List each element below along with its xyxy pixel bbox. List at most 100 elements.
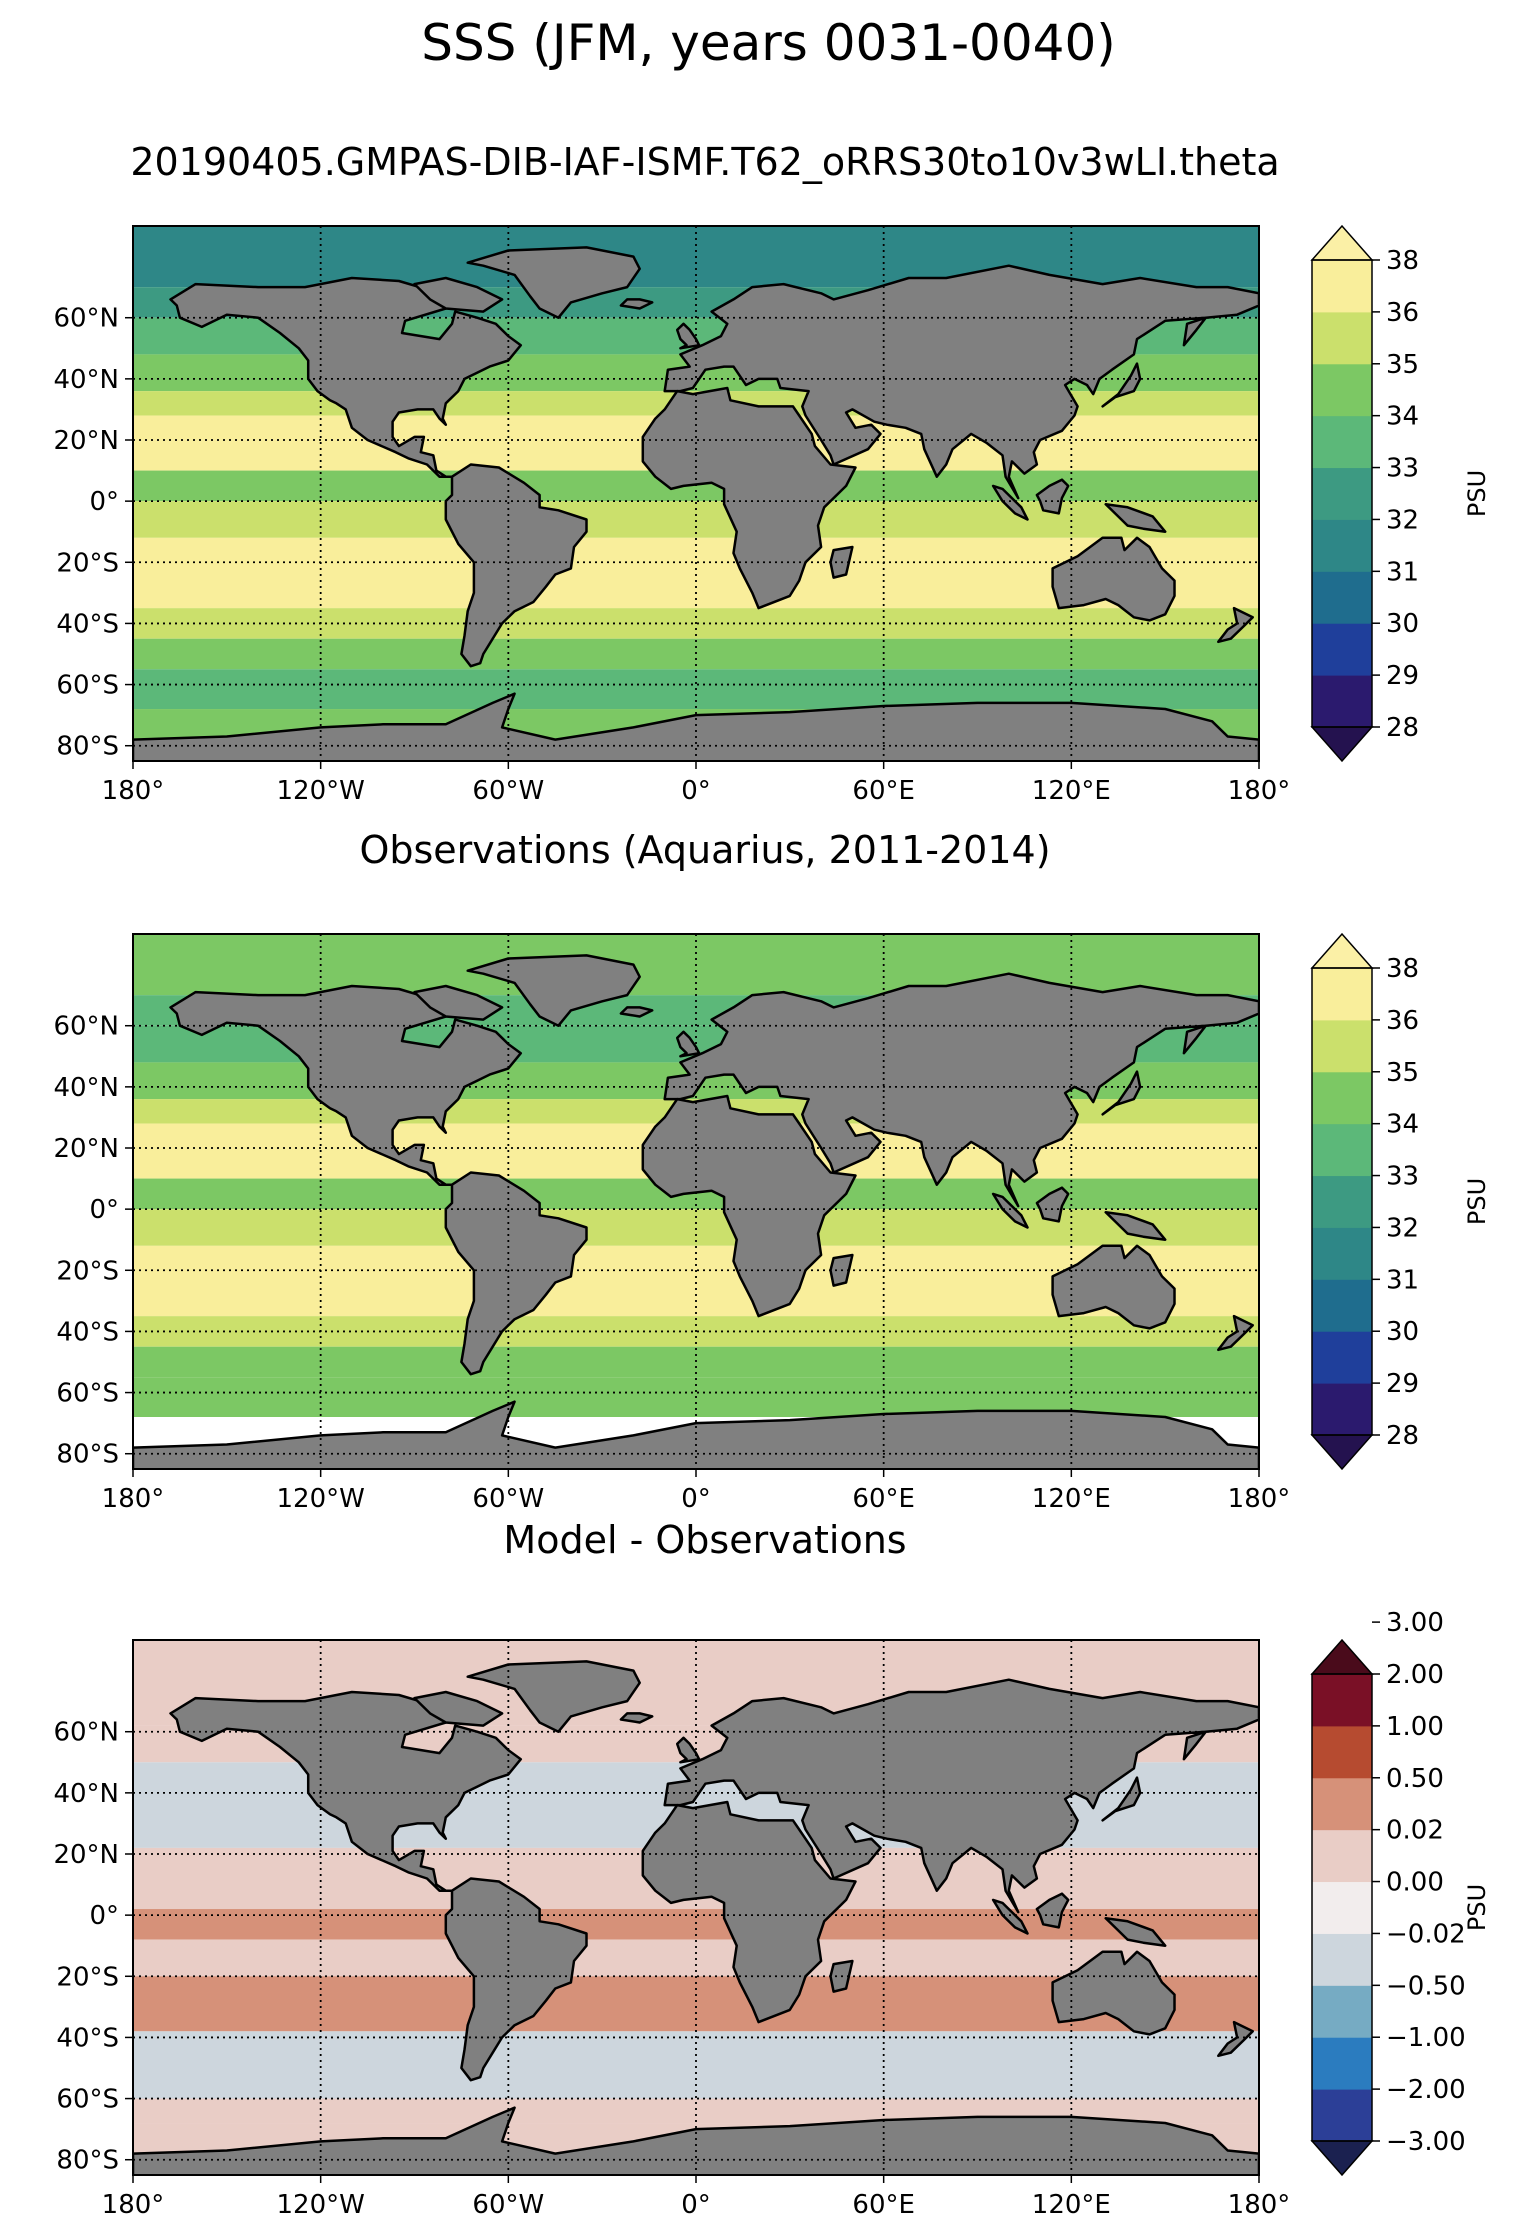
- x-tick-label: 180°: [102, 1484, 165, 1514]
- map-panel-2: 180° 120°W 60°W 0° 60°E 120°E 180° 60°N 40°N 20°N…: [53, 932, 1491, 1514]
- colorbar-segment: [1312, 260, 1372, 313]
- colorbar: −3.00 −2.00 −1.00 −0.50 −0.02 0.00 0.02 0.50 1.0…: [1310, 1608, 1491, 2177]
- colorbar-segment: [1312, 1279, 1372, 1332]
- colorbar-segment: [1312, 1829, 1372, 1883]
- x-tick-label: 60°E: [852, 1484, 915, 1514]
- colorbar-segment: [1312, 311, 1372, 365]
- x-tick-label: 120°E: [1032, 2190, 1111, 2220]
- colorbar-segment: [1312, 1123, 1372, 1177]
- y-tick-label: 60°S: [56, 2085, 119, 2115]
- land-sumatra: [991, 484, 1029, 521]
- y-tick-label: 0°: [89, 1901, 119, 1931]
- map-panel-3: 180° 120°W 60°W 0° 60°E 120°E 180° 60°N 40°N 20°N…: [53, 1608, 1491, 2220]
- x-tick-label: 120°W: [276, 776, 364, 806]
- land-uk: [675, 1030, 701, 1058]
- x-tick-label: 0°: [681, 1484, 711, 1514]
- colorbar-segment: [1312, 1777, 1372, 1831]
- land-new-zealand: [1217, 1314, 1254, 1352]
- y-tick-label: 0°: [89, 1195, 119, 1225]
- land-sumatra: [991, 1192, 1029, 1229]
- colorbar-segment: [1312, 1674, 1372, 1727]
- y-tick-label: 40°S: [56, 2023, 119, 2053]
- land-north-america: [169, 984, 523, 1186]
- colorbar-extend-max: [1310, 224, 1374, 261]
- colorbar-tick-label: 29: [1386, 1369, 1419, 1399]
- colorbar-label: PSU: [1463, 1178, 1491, 1225]
- colorbar-segment: [1312, 519, 1372, 572]
- y-tick-label: 80°S: [56, 732, 119, 762]
- x-tick-label: 60°E: [852, 2190, 915, 2220]
- land-eurasia: [663, 1678, 1259, 1914]
- colorbar-tick-label: 31: [1386, 557, 1419, 587]
- land-greenland: [466, 1660, 641, 1733]
- land-antarctica: [133, 1400, 1259, 1469]
- x-tick-label: 60°W: [472, 2190, 544, 2220]
- map-panel-1: 180° 120°W 60°W 0° 60°E 120°E 180° 60°N 40°N 20°N…: [53, 224, 1491, 806]
- panel-2-title: Observations (Aquarius, 2011-2014): [359, 828, 1051, 872]
- land-australia: [1051, 1244, 1176, 1330]
- colorbar-segment: [1312, 1383, 1372, 1436]
- y-tick-label: 60°N: [53, 304, 119, 334]
- colorbar-tick-label: 33: [1386, 454, 1419, 484]
- x-tick-label: 0°: [681, 776, 711, 806]
- colorbar-extend-max: [1310, 932, 1374, 969]
- y-tick-label: 40°S: [56, 1317, 119, 1347]
- x-tick-label: 60°E: [852, 776, 915, 806]
- ocean-band: [133, 1209, 1259, 1246]
- x-tick-label: 180°: [1228, 1484, 1291, 1514]
- land-baffin: [413, 276, 504, 313]
- x-tick-label: 0°: [681, 2190, 711, 2220]
- land-eurasia: [663, 972, 1259, 1208]
- colorbar-frame: [1311, 1673, 1373, 2142]
- colorbar-tick-label: −1.00: [1386, 2023, 1466, 2053]
- y-tick-label: 60°S: [56, 1379, 119, 1409]
- land-baffin: [413, 1690, 504, 1727]
- y-tick-label: 80°S: [56, 1440, 119, 1470]
- y-tick-label: 20°S: [56, 1256, 119, 1286]
- colorbar-segment: [1312, 968, 1372, 1021]
- land-greenland: [466, 954, 641, 1027]
- colorbar-segment: [1312, 1331, 1372, 1384]
- land-iceland: [619, 298, 654, 310]
- colorbar-tick-label: 3.00: [1386, 1608, 1444, 1638]
- colorbar-tick-label: 32: [1386, 1213, 1419, 1243]
- colorbar-tick-label: 38: [1386, 246, 1419, 276]
- land-iceland: [619, 1712, 654, 1724]
- land-japan: [1101, 1776, 1142, 1822]
- colorbar-extend-min: [1310, 726, 1374, 763]
- panel-3-title: Model - Observations: [503, 1518, 907, 1562]
- y-tick-label: 40°N: [53, 1779, 119, 1809]
- x-tick-label: 180°: [102, 2190, 165, 2220]
- colorbar-tick-label: 28: [1386, 713, 1419, 743]
- land-antarctica: [133, 2106, 1259, 2175]
- x-tick-label: 60°W: [472, 1484, 544, 1514]
- colorbar: 28 29 30 31 32 33 34 35 36 38 PSU: [1310, 224, 1491, 763]
- colorbar-tick-label: 33: [1386, 1162, 1419, 1192]
- colorbar-segment: [1312, 363, 1372, 417]
- colorbar-tick-label: 35: [1386, 350, 1419, 380]
- land-new-guinea: [1104, 1210, 1167, 1241]
- x-tick-label: 180°: [1228, 2190, 1291, 2220]
- colorbar-tick-label: −3.00: [1386, 2127, 1466, 2157]
- colorbar-segment: [1312, 1881, 1372, 1934]
- colorbar-label: PSU: [1463, 470, 1491, 517]
- colorbar-tick-label: 0.50: [1386, 1764, 1444, 1794]
- colorbar-tick-label: −2.00: [1386, 2075, 1466, 2105]
- y-tick-label: 20°N: [53, 426, 119, 456]
- land-japan: [1101, 1070, 1142, 1116]
- colorbar-tick-label: 31: [1386, 1265, 1419, 1295]
- y-tick-label: 60°S: [56, 671, 119, 701]
- y-tick-label: 20°S: [56, 1962, 119, 1992]
- x-tick-label: 120°W: [276, 2190, 364, 2220]
- colorbar-tick-label: 35: [1386, 1058, 1419, 1088]
- land-iceland: [619, 1006, 654, 1018]
- ocean-band: [133, 2031, 1259, 2099]
- land-new-zealand: [1217, 606, 1254, 644]
- colorbar-segment: [1312, 1071, 1372, 1125]
- colorbar-extend-min: [1310, 1434, 1374, 1471]
- x-tick-label: 180°: [102, 776, 165, 806]
- colorbar-tick-label: 34: [1386, 402, 1419, 432]
- colorbar-segment: [1312, 2037, 1372, 2090]
- x-tick-label: 120°W: [276, 1484, 364, 1514]
